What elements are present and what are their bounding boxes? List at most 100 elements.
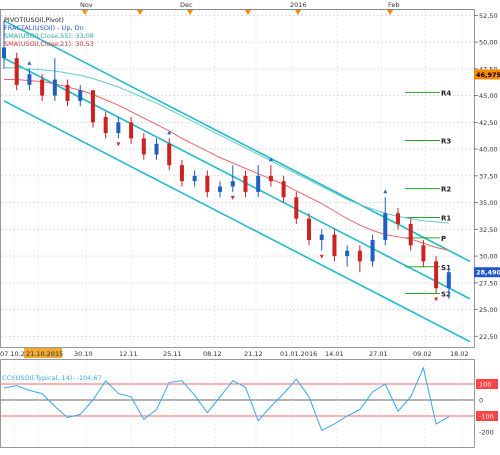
candle-body [14, 58, 19, 85]
date-axis-label: 18.02 [450, 350, 469, 358]
pivot-label-r2: R2 [441, 186, 451, 194]
candle-body [332, 234, 337, 257]
pivot-label-p: P [441, 235, 446, 243]
timeline-marker-icon [137, 10, 143, 15]
candle-body [27, 74, 32, 85]
candle-body [243, 175, 248, 192]
top-price-marker [474, 69, 500, 80]
pivot-label-r1: R1 [441, 215, 451, 223]
highlighted-date-box [24, 348, 62, 358]
candle-body [141, 138, 146, 155]
timeline-month-label: 2016 [290, 1, 307, 9]
candle-body [52, 79, 57, 96]
candle-body [421, 245, 426, 262]
current-price-marker [474, 267, 500, 278]
fractal-down-icon [434, 297, 439, 302]
candle-body [294, 197, 299, 219]
pivot-label-r4: R4 [441, 89, 451, 97]
candle-body [434, 261, 439, 289]
sma21-line [4, 79, 449, 251]
price-tick-label: 42,50 [479, 119, 498, 127]
price-tick-label: 25,00 [479, 306, 498, 314]
candle-body [408, 223, 413, 246]
candle-body [319, 234, 324, 241]
fractal-down-icon [319, 254, 324, 259]
cci-level-tag [476, 395, 498, 405]
candle-body [268, 175, 273, 182]
fractal-legend: FRACTAL(USOil) - Up, Dn [4, 24, 84, 32]
fractal-up-icon [167, 130, 172, 135]
date-axis-label: 27.01 [369, 350, 388, 358]
cci-panel-frame [0, 359, 475, 448]
date-axis-label: 09.02 [413, 350, 432, 358]
timeline-month-label: Nov [80, 1, 93, 9]
timeline-month-label: Feb [388, 1, 400, 9]
pivot-label-r3: R3 [441, 138, 451, 146]
timeline-marker-icon [245, 10, 251, 15]
timeline-marker-icon [295, 10, 301, 15]
top-price-label: 46,975 [476, 71, 500, 79]
candle-body [370, 240, 375, 262]
candle-body [154, 143, 159, 155]
cci-level-label: 100 [479, 381, 491, 389]
sma55-line [4, 67, 449, 224]
candle-body [230, 181, 235, 187]
timeline-marker-icon [387, 10, 393, 15]
candle-body [307, 218, 312, 241]
pivot-legend: PIVOT(USOil,Pivot) [4, 16, 64, 24]
date-axis-label: 14.01 [325, 350, 344, 358]
candle-body [90, 90, 95, 123]
current-price-label: 28,490 [476, 269, 500, 277]
price-tick-label: 40,00 [479, 146, 498, 154]
cci-line [3, 366, 450, 432]
candle-body [116, 122, 121, 134]
pivot-label-s1: S1 [441, 264, 451, 272]
fractal-up-icon [27, 60, 32, 65]
price-tick-label: 35,00 [479, 199, 498, 207]
channel-line-lower [3, 100, 471, 343]
cci-level-label: -100 [479, 413, 494, 421]
price-tick-label: 30,00 [479, 253, 498, 261]
date-axis-label: 07.10.20 [0, 350, 29, 358]
price-tick-label: 37,50 [479, 172, 498, 180]
candle-body [192, 175, 197, 182]
cci-level-label: 0 [479, 397, 483, 405]
timeline-month-label: Dec [180, 1, 193, 9]
candle-body [205, 175, 210, 192]
cci-level-tag [476, 411, 498, 421]
candle-body [281, 181, 286, 198]
date-axis-label: 21.10.2015 [26, 350, 63, 358]
candle-body [167, 143, 172, 166]
timeline-marker-icon [82, 10, 88, 15]
price-tick-label: 52,50 [479, 12, 498, 20]
timeline-marker-icon [187, 10, 193, 15]
date-axis-label: 25.11 [163, 350, 182, 358]
price-tick-label: 22,50 [479, 333, 498, 341]
candle-body [395, 213, 400, 224]
fractal-down-icon [230, 195, 235, 200]
price-tick-label: 27,50 [479, 279, 498, 287]
date-axis-label: 21.12 [244, 350, 263, 358]
pivot-label-s2: S2 [441, 291, 451, 299]
candle-body [2, 47, 6, 59]
sma55-legend: SMA(USOil,Close,55): 33,08 [4, 32, 94, 40]
candle-body [40, 79, 45, 96]
cci-legend: CCI(USOil,Typical, 14): -104,67 [2, 374, 102, 382]
date-axis-label: 12.11 [119, 350, 138, 358]
candle-body [357, 250, 362, 262]
indicator-legend: PIVOT(USOil,Pivot) FRACTAL(USOil) - Up, … [4, 16, 94, 48]
date-axis-label: 08.12 [203, 350, 222, 358]
candle-body [345, 250, 350, 257]
channel-line-upper [3, 19, 471, 263]
price-tick-label: 32,50 [479, 226, 498, 234]
candle-body [256, 175, 261, 192]
date-axis-label: 30.10 [74, 350, 93, 358]
date-axis-label: 01.01.2016 [280, 350, 317, 358]
cci-bottom-label: -200 [479, 429, 494, 437]
price-tick-label: 47,50 [479, 65, 498, 73]
candle-body [103, 116, 108, 134]
candle-body [129, 122, 134, 139]
